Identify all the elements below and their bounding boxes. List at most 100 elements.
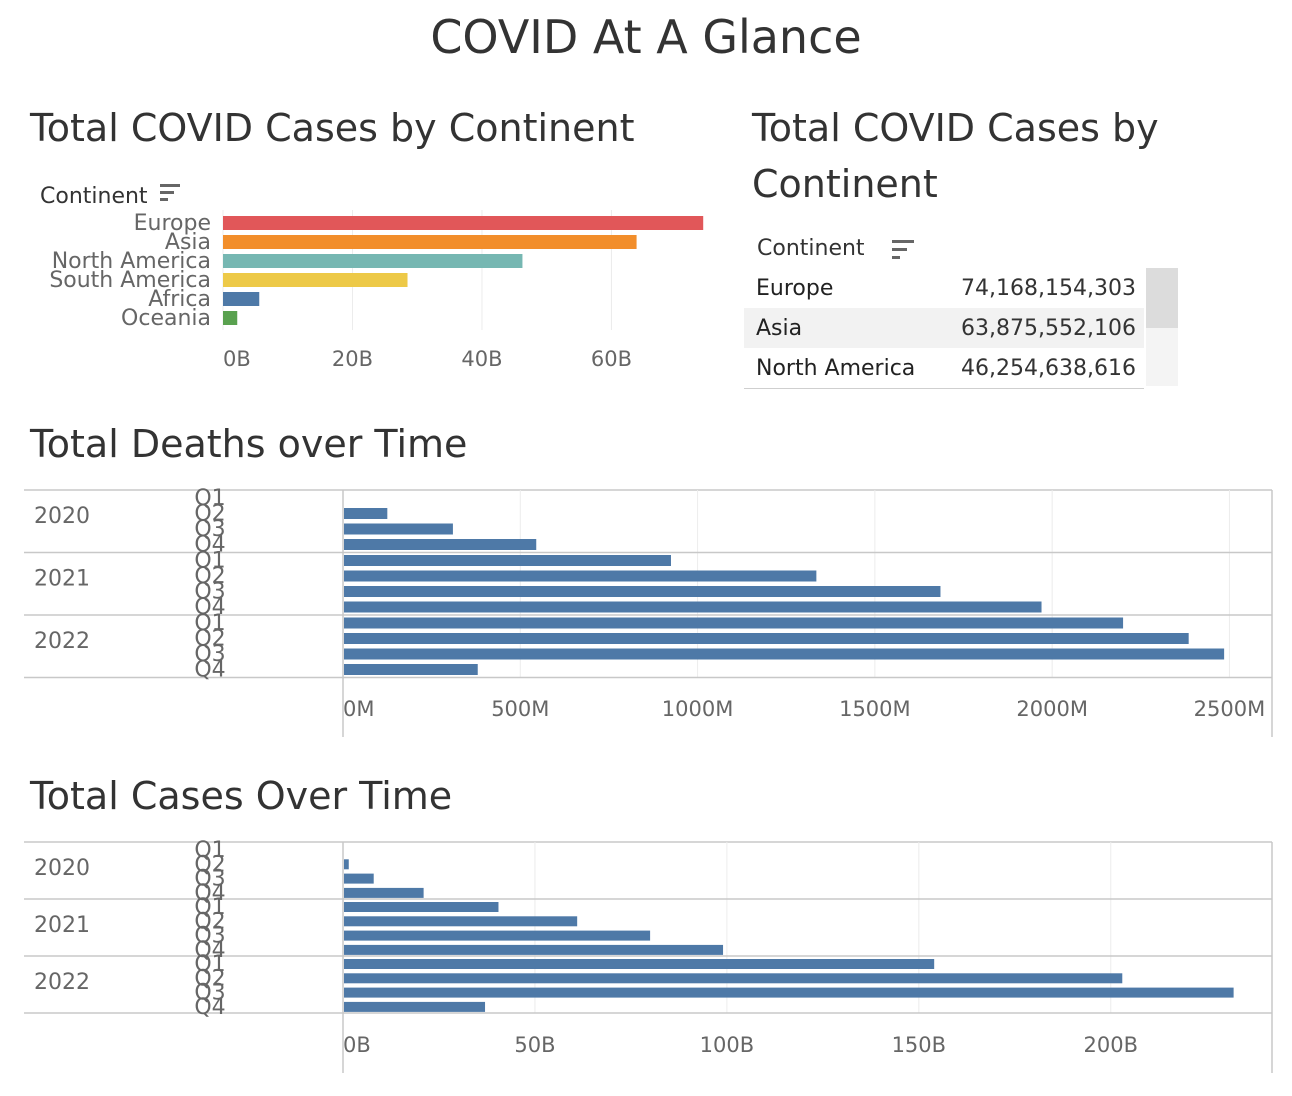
bar[interactable] bbox=[344, 930, 651, 941]
x-tick-label: 1500M bbox=[839, 697, 911, 721]
quarter-label: Q3 bbox=[194, 981, 225, 1006]
year-label: 2020 bbox=[34, 856, 90, 881]
quarter-label: Q4 bbox=[194, 995, 225, 1020]
x-tick-label: 1000M bbox=[662, 697, 734, 721]
continent-table-title-line1: Total COVID Cases by bbox=[752, 106, 1159, 150]
x-tick-label: 150B bbox=[892, 1033, 947, 1057]
bar[interactable] bbox=[344, 873, 374, 884]
bar-south-america[interactable] bbox=[223, 273, 408, 287]
year-label: 2020 bbox=[34, 504, 90, 529]
bar-africa[interactable] bbox=[223, 292, 260, 306]
quarter-label: Q4 bbox=[194, 881, 225, 906]
bar[interactable] bbox=[344, 523, 453, 535]
bar[interactable] bbox=[344, 601, 1042, 613]
year-label: 2022 bbox=[34, 970, 90, 995]
deaths-bar-chart: 0M 500M 1000M 1500M 2000M 2500M2020Q1Q2Q3Q420… bbox=[24, 486, 1273, 737]
deaths-chart-title: Total Deaths over Time bbox=[30, 422, 468, 466]
bar[interactable] bbox=[344, 987, 1234, 998]
x-tick-label: 2500M bbox=[1194, 697, 1266, 721]
category-label: North America bbox=[52, 249, 211, 274]
bar[interactable] bbox=[344, 648, 1225, 660]
quarter-label: Q4 bbox=[194, 658, 225, 683]
x-tick-label: 500M bbox=[491, 697, 549, 721]
quarter-label: Q3 bbox=[194, 642, 225, 667]
quarter-label: Q3 bbox=[194, 867, 225, 892]
sort-icon[interactable] bbox=[890, 238, 916, 264]
bar-oceania[interactable] bbox=[223, 311, 238, 325]
category-label: Oceania bbox=[121, 306, 211, 331]
quarter-label: Q1 bbox=[194, 549, 225, 574]
bar[interactable] bbox=[344, 664, 478, 675]
category-label: South America bbox=[49, 268, 211, 293]
table-scrollbar-thumb[interactable] bbox=[1146, 268, 1178, 328]
dashboard-title: COVID At A Glance bbox=[430, 10, 862, 64]
quarter-label: Q4 bbox=[194, 938, 225, 963]
category-label: Europe bbox=[134, 211, 211, 236]
bar[interactable] bbox=[344, 586, 941, 597]
bar[interactable] bbox=[344, 1001, 486, 1012]
cases-bar-chart: 0B 50B 100B 150B 200B2020Q1Q2Q3Q42021Q1Q2Q3Q… bbox=[24, 838, 1273, 1073]
bar-north-america[interactable] bbox=[223, 254, 523, 268]
bar[interactable] bbox=[344, 508, 388, 519]
x-tick-label: 0B bbox=[343, 1033, 371, 1057]
x-tick-label: 0B bbox=[223, 347, 251, 371]
table-cell-name: Asia bbox=[744, 308, 937, 348]
category-label: Africa bbox=[148, 287, 211, 312]
continent-chart-title: Total COVID Cases by Continent bbox=[30, 106, 635, 150]
quarter-label: Q2 bbox=[194, 627, 225, 652]
bar[interactable] bbox=[344, 944, 724, 955]
bar[interactable] bbox=[344, 859, 349, 870]
bar[interactable] bbox=[344, 973, 1123, 984]
x-tick-label: 0M bbox=[343, 697, 374, 721]
sort-icon[interactable] bbox=[160, 184, 180, 201]
quarter-label: Q3 bbox=[194, 517, 225, 542]
bar[interactable] bbox=[344, 570, 817, 582]
x-tick-label: 50B bbox=[514, 1033, 555, 1057]
continent-table-title-line2: Continent bbox=[752, 162, 938, 206]
x-tick-label: 200B bbox=[1084, 1033, 1139, 1057]
bar[interactable] bbox=[344, 902, 499, 912]
quarter-label: Q2 bbox=[194, 564, 225, 589]
x-tick-label: 100B bbox=[700, 1033, 755, 1057]
bar[interactable] bbox=[344, 959, 935, 969]
quarter-label: Q1 bbox=[194, 952, 225, 977]
table-cell-value: 63,875,552,106 bbox=[936, 308, 1144, 348]
bar[interactable] bbox=[344, 617, 1124, 629]
x-tick-label: 60B bbox=[591, 347, 632, 371]
category-label: Asia bbox=[165, 230, 211, 255]
bar[interactable] bbox=[344, 916, 578, 927]
quarter-label: Q4 bbox=[194, 533, 225, 558]
quarter-label: Q1 bbox=[194, 838, 225, 863]
continent-header: Continent bbox=[40, 184, 148, 209]
bar[interactable] bbox=[344, 633, 1189, 644]
table-row[interactable]: Europe 74,168,154,303 bbox=[744, 268, 1144, 308]
quarter-label: Q3 bbox=[194, 580, 225, 605]
year-label: 2021 bbox=[34, 913, 90, 938]
table-row[interactable]: North America 46,254,638,616 bbox=[744, 348, 1144, 389]
year-label: 2021 bbox=[34, 567, 90, 592]
bar[interactable] bbox=[344, 555, 671, 566]
continent-table-header: Continent bbox=[757, 236, 865, 261]
bar-europe[interactable] bbox=[223, 216, 704, 230]
year-label: 2022 bbox=[34, 629, 90, 654]
quarter-label: Q2 bbox=[194, 966, 225, 991]
bar[interactable] bbox=[344, 539, 537, 550]
cases-chart-title: Total Cases Over Time bbox=[30, 774, 453, 818]
table-cell-value: 74,168,154,303 bbox=[961, 275, 1136, 301]
quarter-label: Q2 bbox=[194, 852, 225, 877]
bar[interactable] bbox=[344, 887, 424, 898]
continent-table: Europe 74,168,154,303 Asia 63,875,552,10… bbox=[744, 268, 1144, 389]
bar-asia[interactable] bbox=[223, 235, 637, 249]
quarter-label: Q4 bbox=[194, 595, 225, 620]
x-tick-label: 2000M bbox=[1016, 697, 1088, 721]
table-cell-value: 46,254,638,616 bbox=[936, 348, 1144, 389]
table-row[interactable]: Asia 63,875,552,106 bbox=[744, 308, 1144, 348]
quarter-label: Q1 bbox=[194, 486, 225, 511]
x-tick-label: 40B bbox=[461, 347, 502, 371]
quarter-label: Q3 bbox=[194, 924, 225, 949]
quarter-label: Q2 bbox=[194, 502, 225, 527]
table-cell-name: Europe bbox=[756, 275, 834, 301]
quarter-label: Q1 bbox=[194, 611, 225, 636]
quarter-label: Q1 bbox=[194, 895, 225, 920]
